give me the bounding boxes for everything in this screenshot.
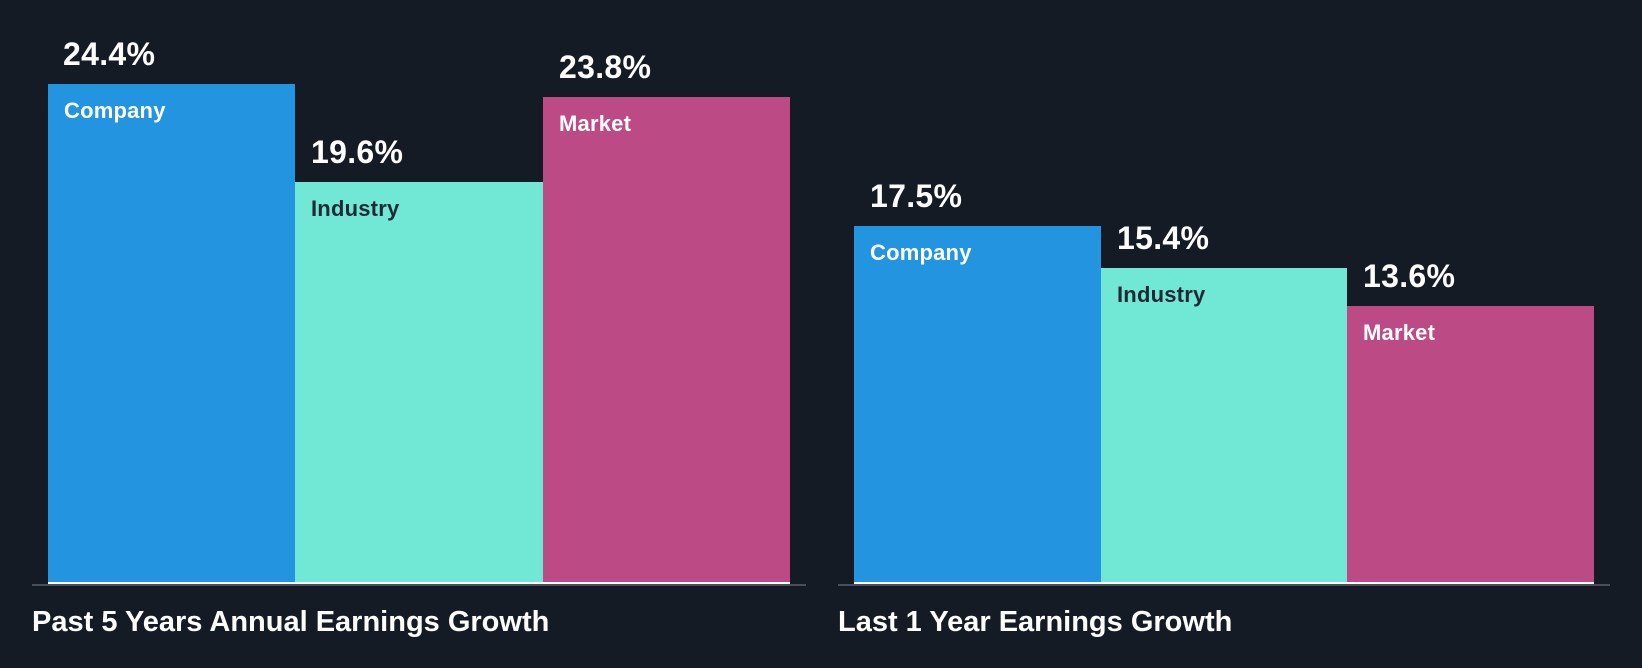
bar-industry: Industry: [1101, 268, 1347, 584]
value-label-market: 13.6%: [1363, 258, 1456, 294]
bar-industry: Industry: [295, 182, 543, 584]
x-axis-line: [838, 584, 1610, 586]
bar-market: Market: [1347, 306, 1594, 584]
value-label-industry: 15.4%: [1117, 220, 1210, 256]
chart-past-5-years: 24.4% Company 19.6% Industry 23.8% Marke…: [32, 36, 806, 638]
value-label-market: 23.8%: [559, 49, 652, 85]
bar-company: Company: [48, 84, 295, 584]
bar-company: Company: [854, 226, 1101, 584]
bar-label-company: Company: [64, 98, 166, 123]
chart-title: Last 1 Year Earnings Growth: [838, 606, 1233, 638]
bar-label-market: Market: [559, 111, 632, 136]
bar-label-industry: Industry: [1117, 282, 1206, 307]
value-label-company: 24.4%: [63, 36, 156, 72]
bar-label-industry: Industry: [311, 196, 400, 221]
x-axis-line: [32, 584, 806, 586]
chart-title: Past 5 Years Annual Earnings Growth: [32, 606, 550, 638]
bar-label-market: Market: [1363, 320, 1436, 345]
bar-market: Market: [543, 97, 790, 584]
bar-label-company: Company: [870, 240, 972, 265]
value-label-company: 17.5%: [870, 178, 963, 214]
value-label-industry: 19.6%: [311, 134, 404, 170]
